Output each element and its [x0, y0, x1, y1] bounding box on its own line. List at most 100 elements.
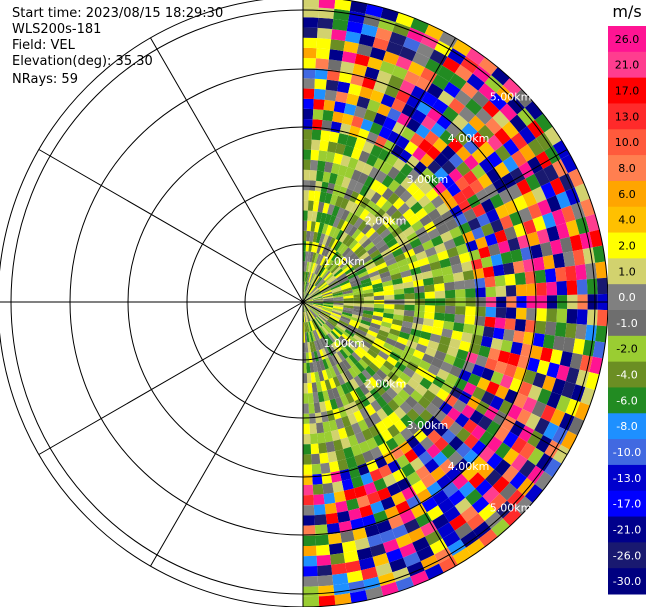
- data-cell: [416, 488, 433, 504]
- data-cell: [354, 137, 366, 151]
- data-cell: [361, 238, 372, 249]
- data-cell: [328, 377, 337, 389]
- data-cell: [576, 279, 588, 295]
- data-cell: [359, 274, 370, 282]
- data-cell: [325, 259, 334, 270]
- data-cell: [387, 192, 400, 205]
- data-cell: [441, 429, 456, 444]
- data-cell: [410, 570, 429, 587]
- data-cell: [523, 369, 537, 385]
- data-cell: [462, 230, 476, 244]
- data-cell: [314, 329, 320, 340]
- data-cell: [330, 429, 341, 442]
- data-cell: [395, 500, 411, 515]
- colorbar-swatch: [608, 568, 646, 595]
- data-cell: [431, 235, 444, 247]
- data-cell: [320, 287, 331, 294]
- data-cell: [461, 122, 478, 139]
- data-cell: [344, 223, 354, 235]
- data-cell: [377, 243, 390, 254]
- data-cell: [305, 282, 310, 293]
- data-cell: [382, 538, 400, 553]
- data-cell: [544, 268, 557, 283]
- data-cell: [407, 378, 420, 390]
- data-cell: [472, 65, 492, 83]
- data-cell: [321, 348, 329, 359]
- data-cell: [340, 394, 350, 407]
- data-cell: [475, 236, 488, 250]
- data-cell: [392, 121, 407, 136]
- data-cell: [313, 318, 320, 329]
- data-cell: [409, 355, 422, 366]
- data-cell: [330, 552, 345, 565]
- data-cell: [341, 346, 352, 357]
- data-cell: [527, 138, 545, 157]
- data-cell: [314, 68, 328, 80]
- data-cell: [400, 176, 414, 190]
- data-cell: [397, 202, 411, 215]
- data-cell: [353, 217, 364, 229]
- data-cell: [466, 73, 485, 91]
- data-cell: [526, 308, 537, 321]
- data-cell: [303, 555, 318, 567]
- data-cell: [423, 311, 435, 320]
- data-cell: [354, 537, 370, 551]
- data-cell: [303, 302, 311, 310]
- data-cell: [373, 112, 387, 127]
- data-cell: [303, 57, 316, 69]
- data-cell: [415, 250, 428, 261]
- data-cell: [368, 166, 381, 180]
- data-cell: [309, 273, 315, 284]
- data-cell: [498, 188, 514, 205]
- data-cell: [403, 248, 416, 259]
- data-cell: [417, 396, 431, 410]
- data-cell: [477, 415, 493, 431]
- data-cell: [305, 251, 309, 262]
- data-cell: [358, 557, 376, 571]
- data-cell: [348, 225, 358, 237]
- data-cell: [320, 130, 331, 142]
- data-cell: [380, 200, 393, 213]
- data-cell: [327, 141, 338, 153]
- data-cell: [322, 307, 333, 313]
- data-cell: [306, 220, 312, 232]
- data-cell: [356, 267, 367, 276]
- data-cell: [385, 437, 399, 451]
- colorbar-unit: m/s: [612, 2, 641, 21]
- data-cell: [544, 439, 561, 459]
- data-cell: [333, 268, 343, 277]
- data-cell: [383, 232, 395, 244]
- data-cell: [340, 154, 351, 167]
- data-cell: [384, 304, 395, 310]
- data-cell: [338, 319, 349, 327]
- data-cell: [321, 245, 329, 256]
- data-cell: [317, 27, 333, 40]
- data-cell: [454, 314, 466, 324]
- data-cell: [454, 377, 468, 391]
- data-cell: [376, 262, 388, 271]
- data-cell: [311, 274, 318, 284]
- colorbar-swatch: [608, 310, 646, 337]
- data-cell: [377, 487, 392, 501]
- data-cell: [341, 284, 352, 291]
- data-cell: [303, 98, 314, 110]
- data-cell: [358, 440, 371, 454]
- data-cell: [442, 482, 459, 498]
- data-cell: [540, 404, 556, 422]
- data-cell: [311, 252, 317, 263]
- data-cell: [341, 313, 352, 320]
- data-cell: [486, 151, 503, 168]
- colorbar-swatch: [608, 51, 646, 79]
- data-cell: [310, 159, 319, 171]
- data-cell: [400, 269, 412, 278]
- data-cell: [349, 401, 360, 414]
- data-cell: [499, 103, 518, 122]
- data-cell: [536, 228, 550, 245]
- data-cell: [411, 220, 424, 232]
- data-cell: [504, 199, 519, 215]
- data-cell: [335, 417, 345, 430]
- data-cell: [354, 398, 365, 411]
- data-cell: [326, 345, 334, 357]
- data-cell: [304, 281, 308, 293]
- data-cell: [341, 478, 354, 491]
